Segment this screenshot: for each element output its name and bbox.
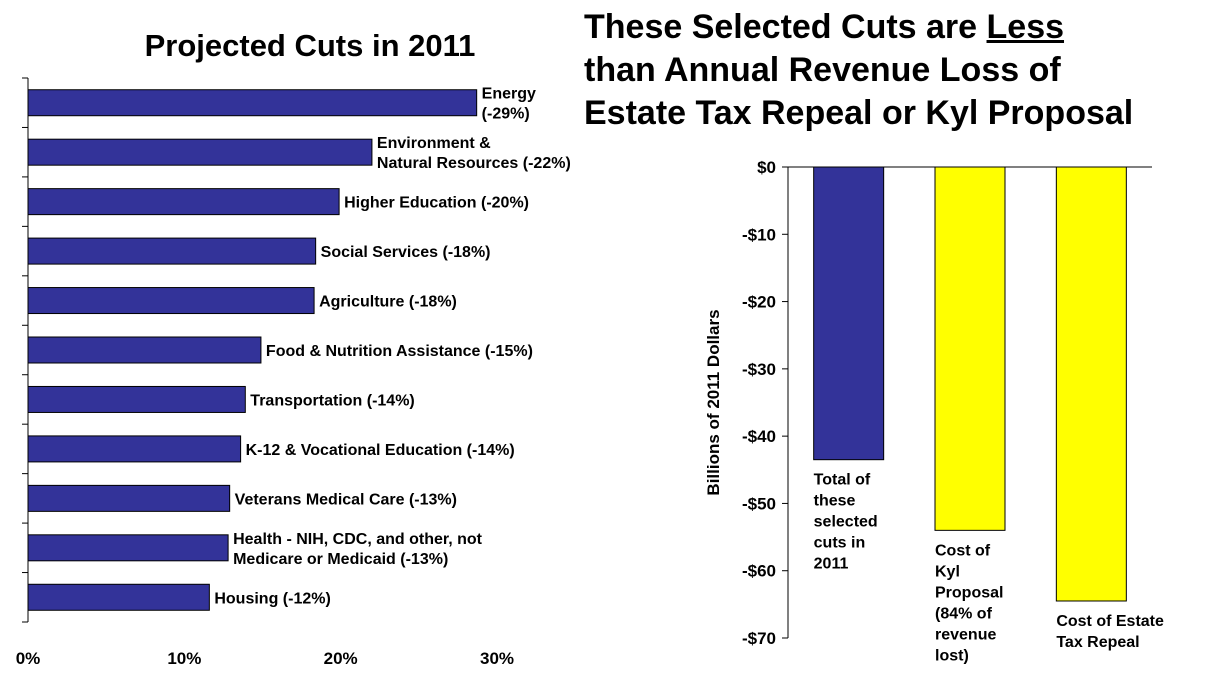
left-bar-label: Veterans Medical Care (-13%) (235, 491, 457, 508)
left-bar (27, 89, 478, 117)
left-bar-label: Agriculture (-18%) (319, 294, 457, 311)
right-title-line2: than Annual Revenue Loss of (584, 51, 1061, 89)
left-bar-label: Energy (482, 86, 536, 103)
right-bar-label: Kyl (935, 563, 960, 580)
right-bar-label: Tax Repeal (1056, 634, 1139, 651)
right-chart-title: These Selected Cuts are Less than Annual… (584, 6, 1222, 135)
right-bar-label: selected (814, 514, 878, 531)
left-bar (27, 484, 231, 512)
right-bar-label: Total of (814, 472, 871, 489)
left-bar (27, 287, 315, 315)
left-bar-label: Higher Education (-20%) (344, 195, 529, 212)
right-y-axis-label: Billions of 2011 Dollars (704, 309, 723, 495)
right-bar-label: Cost of (935, 542, 991, 559)
left-x-tick-label: 30% (480, 649, 514, 668)
left-chart-title: Projected Cuts in 2011 (144, 28, 476, 63)
right-bar-label: cuts in (814, 535, 866, 552)
right-y-tick-label: -$50 (742, 494, 776, 513)
right-bar (813, 166, 885, 461)
right-bar-label: these (814, 493, 856, 510)
right-bar (1055, 166, 1127, 602)
right-bar-label: 2011 (814, 556, 849, 573)
left-bar-label: Environment & (377, 135, 491, 152)
left-bar-label: Transportation (-14%) (250, 392, 414, 409)
left-bar-label: Food & Nutrition Assistance (-15%) (266, 343, 533, 360)
right-y-tick-label: -$10 (742, 225, 776, 244)
right-bar (934, 166, 1006, 531)
right-bar-label: (84% of (935, 605, 993, 622)
left-bar-label: Housing (-12%) (214, 590, 330, 607)
left-bar (27, 534, 229, 562)
left-bar-label: Social Services (-18%) (321, 244, 491, 261)
right-bar-label: Cost of Estate (1056, 613, 1164, 630)
left-bar (27, 583, 210, 611)
left-bar-label: Health - NIH, CDC, and other, not (233, 531, 483, 548)
left-bar (27, 237, 317, 265)
right-title-line1-pre: These Selected Cuts are (584, 8, 987, 46)
left-x-tick-label: 20% (324, 649, 358, 668)
right-bar-label: lost) (935, 647, 969, 664)
left-bar-label: (-29%) (482, 106, 530, 123)
left-bar-label: Medicare or Medicaid (-13%) (233, 551, 448, 568)
left-bar (27, 188, 340, 216)
left-bar (27, 336, 262, 364)
left-bar (27, 385, 246, 413)
right-y-tick-label: -$60 (742, 562, 776, 581)
left-bar (27, 435, 242, 463)
right-y-tick-label: -$30 (742, 360, 776, 379)
left-x-tick-label: 10% (167, 649, 201, 668)
right-bar-label: revenue (935, 626, 996, 643)
left-bar (27, 138, 373, 166)
right-title-underlined-word: Less (986, 8, 1065, 46)
left-x-tick-label: 0% (16, 649, 41, 668)
left-bar-label: K-12 & Vocational Education (-14%) (246, 442, 515, 459)
right-bar-label: Proposal (935, 584, 1003, 601)
right-y-tick-label: $0 (757, 158, 776, 177)
right-title-line3: Estate Tax Repeal or Kyl Proposal (584, 94, 1134, 132)
right-y-tick-label: -$70 (742, 629, 776, 648)
right-y-tick-label: -$40 (742, 427, 776, 446)
right-y-tick-label: -$20 (742, 293, 776, 312)
left-bar-label: Natural Resources (-22%) (377, 155, 571, 172)
